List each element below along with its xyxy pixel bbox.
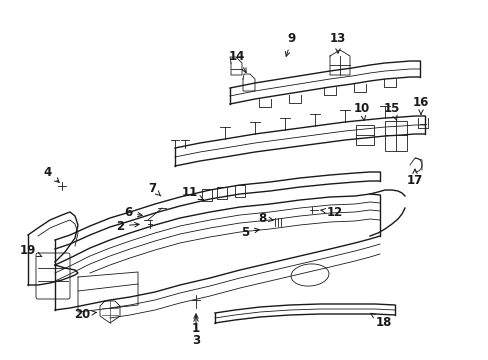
Bar [202,189,212,201]
Text: 3: 3 [192,314,200,346]
Text: 9: 9 [285,31,296,56]
Text: 8: 8 [257,211,273,225]
Bar [355,125,373,145]
Text: 11: 11 [182,186,203,200]
Text: 20: 20 [74,307,96,320]
Text: 6: 6 [123,207,142,220]
Text: 14: 14 [228,49,245,73]
Text: 19: 19 [20,243,41,256]
Bar [384,121,406,151]
Text: 5: 5 [241,225,259,238]
Text: 4: 4 [44,166,59,183]
Text: 17: 17 [406,169,422,186]
Text: 7: 7 [148,181,161,196]
Text: 16: 16 [412,95,428,114]
Text: 13: 13 [329,31,346,53]
Text: 10: 10 [353,102,369,120]
Bar [217,187,226,199]
Text: 12: 12 [320,206,343,219]
Text: 18: 18 [370,313,391,328]
Text: 15: 15 [383,102,399,120]
Bar [235,185,244,197]
Text: 1: 1 [192,316,200,334]
Text: 2: 2 [116,220,139,233]
